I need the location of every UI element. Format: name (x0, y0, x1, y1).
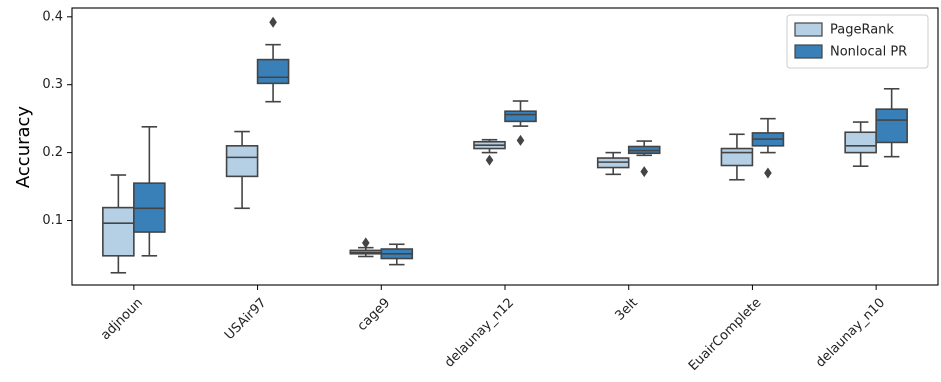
box-body (102, 206, 135, 257)
x-tick-label: USAir97 (222, 295, 270, 343)
y-axis-label: Accuracy (13, 106, 34, 189)
box-pagerank-delaunay_n12 (473, 138, 506, 166)
box-pagerank-3elt (596, 151, 630, 176)
outlier-point (640, 166, 649, 178)
x-tick-label: EuairComplete (686, 295, 765, 374)
x-tick-label: delaunay_n10 (813, 295, 888, 370)
box-body (256, 58, 290, 85)
y-tick-label: 0.1 (42, 213, 63, 228)
legend-label: PageRank (830, 23, 894, 38)
legend-swatch (794, 44, 823, 59)
box-body (720, 147, 754, 167)
box-pagerank-cage9 (349, 237, 383, 258)
box-nonlocal-pr-adjnoun (133, 126, 166, 257)
outlier-point (269, 16, 277, 28)
x-tick-label: 3elt (612, 295, 640, 323)
x-tick-label: adjnoun (98, 295, 146, 343)
outlier-point (485, 154, 494, 166)
box-body (844, 131, 877, 154)
box-pagerank-usair97 (225, 130, 259, 210)
legend-swatch (794, 22, 823, 37)
box-pagerank-adjnoun (102, 174, 135, 274)
box-body (504, 110, 537, 123)
x-tick-label: cage9 (355, 295, 394, 334)
outlier-point (764, 167, 772, 179)
box-nonlocal-pr-3elt (627, 140, 661, 178)
box-pagerank-euaircomplete (720, 133, 754, 181)
box-nonlocal-pr-usair97 (256, 16, 290, 103)
x-tick-label: delaunay_n12 (442, 295, 517, 370)
box-nonlocal-pr-delaunay_n10 (875, 87, 908, 158)
box-nonlocal-pr-euaircomplete (751, 117, 785, 179)
y-tick-label: 0.4 (42, 9, 63, 24)
outlier-point (516, 134, 525, 146)
y-tick-label: 0.2 (42, 145, 63, 160)
y-tick-label: 0.3 (42, 77, 63, 92)
box-body (225, 145, 259, 178)
box-nonlocal-pr-delaunay_n12 (504, 100, 537, 146)
box-pagerank-delaunay_n10 (844, 121, 877, 167)
legend: PageRank Nonlocal PR (786, 14, 929, 69)
outlier-point (361, 237, 370, 249)
legend-label: Nonlocal PR (830, 45, 907, 60)
box-nonlocal-pr-cage9 (380, 243, 414, 266)
box-body (875, 108, 908, 144)
